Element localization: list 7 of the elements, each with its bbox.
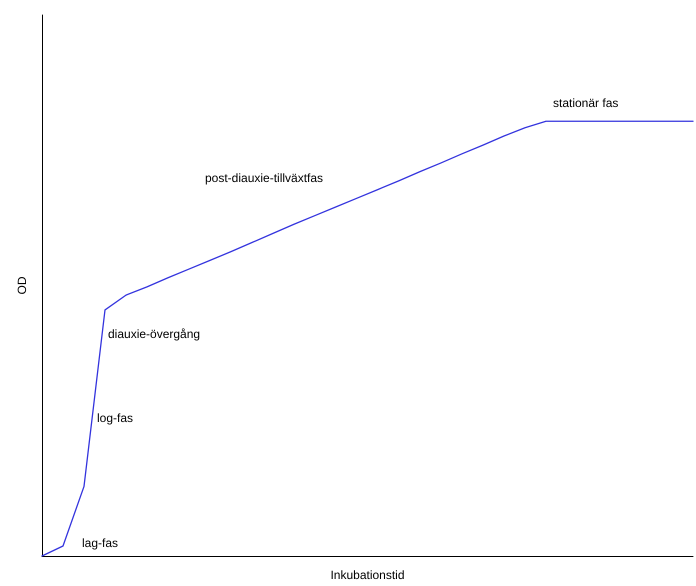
annotation: diauxie-övergång xyxy=(108,327,200,341)
annotation: log-fas xyxy=(97,411,134,425)
annotation: post-diauxie-tillväxtfas xyxy=(205,171,324,185)
x-axis-title: Inkubationstid xyxy=(330,568,405,582)
text: stationär fas xyxy=(553,96,618,110)
annotation: lag-fas xyxy=(82,536,118,550)
y-axis-title: OD xyxy=(15,276,29,294)
